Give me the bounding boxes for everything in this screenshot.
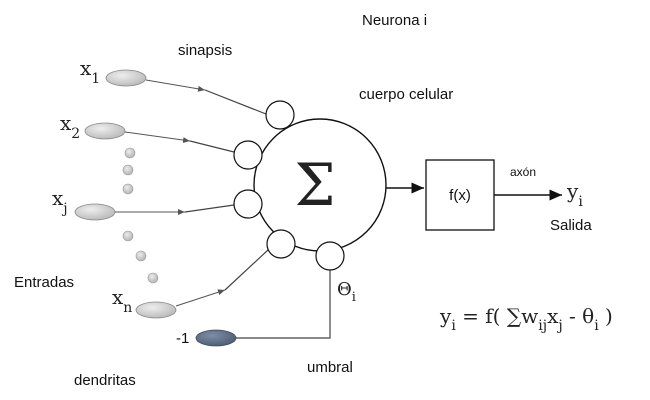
synapse-x1 bbox=[265, 100, 295, 130]
ellipsis-dot bbox=[122, 230, 134, 242]
axon-label: axón bbox=[510, 165, 536, 179]
input-x2-node bbox=[84, 122, 126, 140]
output-label: Salida bbox=[550, 217, 592, 234]
input-x1-node bbox=[105, 69, 147, 87]
synapse-xn bbox=[266, 229, 296, 259]
cell-body-label: cuerpo celular bbox=[359, 86, 453, 103]
threshold-symbol: Θi bbox=[337, 279, 356, 305]
input-x1-label: x1 bbox=[80, 56, 100, 87]
dendrite-xn bbox=[224, 249, 269, 291]
activation-function-box bbox=[425, 159, 495, 231]
synapse-label: sinapsis bbox=[178, 42, 232, 59]
input-xj-node bbox=[74, 203, 116, 221]
ellipsis-dot bbox=[124, 147, 136, 159]
dendrites-label: dendritas bbox=[74, 372, 136, 389]
synapse-x2 bbox=[233, 140, 263, 170]
summation-symbol: Σ bbox=[294, 151, 335, 219]
dendrite-arrow-x2 bbox=[124, 131, 191, 144]
dendrite-x2 bbox=[189, 140, 235, 153]
activation-function-label: f(x) bbox=[449, 187, 471, 204]
ellipsis-dot bbox=[135, 250, 147, 262]
threshold-label: umbral bbox=[307, 359, 353, 376]
dendrite-arrow-x1 bbox=[145, 79, 206, 92]
ellipsis-dot bbox=[122, 164, 134, 176]
input-xj-label: xj bbox=[52, 186, 68, 217]
synapse-threshold bbox=[315, 241, 345, 271]
output-symbol: yi bbox=[566, 179, 583, 210]
input-x2-label: x2 bbox=[60, 111, 80, 142]
neuron-title: Neurona i bbox=[362, 12, 427, 29]
synapse-xj bbox=[233, 189, 263, 219]
ellipsis-dot bbox=[147, 272, 159, 284]
input-xn-node bbox=[135, 301, 177, 319]
bias-input-node bbox=[195, 329, 237, 347]
input-xn-label: xn bbox=[112, 285, 132, 316]
neuron-formula: yi = f( ∑wijxj - θi ) bbox=[439, 304, 613, 334]
threshold-connection bbox=[236, 270, 331, 339]
bias-input-label: -1 bbox=[176, 330, 189, 347]
dendrite-arrow-xn bbox=[175, 289, 226, 307]
inputs-label: Entradas bbox=[14, 274, 74, 291]
dendrite-x1 bbox=[204, 89, 267, 115]
ellipsis-dot bbox=[122, 183, 134, 195]
dendrite-xj bbox=[184, 204, 235, 213]
